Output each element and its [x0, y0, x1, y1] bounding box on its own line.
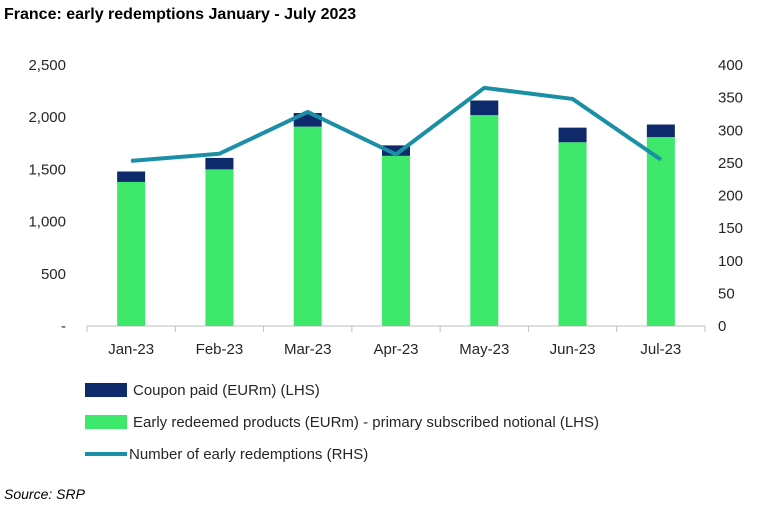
legend-item-coupon: Coupon paid (EURm) (LHS) [85, 374, 599, 406]
source-note: Source: SRP [4, 486, 85, 502]
line-point [395, 153, 397, 155]
left-axis-tick-label: 2,500 [28, 57, 66, 74]
bar-coupon-paid [205, 157, 234, 170]
legend-label-early: Early redeemed products (EURm) - primary… [133, 413, 599, 431]
chart-area: - 500 1,000 1,500 2,000 2,500 0 50 100 150 200 250 3… [28, 57, 743, 358]
left-axis-tick-label: 500 [41, 266, 66, 283]
left-axis-tick-label: 1,500 [28, 161, 66, 178]
legend-label-coupon: Coupon paid (EURm) (LHS) [133, 381, 320, 399]
bar-early-redeemed [117, 181, 146, 326]
bar-early-redeemed [293, 126, 322, 326]
legend-item-count: Number of early redemptions (RHS) [85, 438, 599, 470]
legend-swatch-coupon [85, 383, 127, 397]
right-axis-tick-label: 200 [718, 188, 743, 205]
legend-label-count: Number of early redemptions (RHS) [129, 445, 369, 463]
right-axis-tick-label: 150 [718, 220, 743, 237]
bar-coupon-paid [470, 100, 499, 116]
chart-title: France: early redemptions January - July… [4, 6, 357, 23]
legend-swatch-count [85, 452, 127, 456]
bar-early-redeemed [558, 142, 587, 326]
bar-early-redeemed [205, 169, 234, 326]
left-axis-tick-label: - [61, 318, 66, 335]
right-axis-tick-label: 0 [718, 318, 726, 335]
line-point [218, 153, 220, 155]
bar-early-redeemed [470, 115, 499, 326]
right-axis-tick-label: 100 [718, 253, 743, 270]
bar-coupon-paid [558, 127, 587, 143]
x-axis-tick-label: Jul-23 [640, 341, 681, 358]
left-axis-tick-label: 2,000 [28, 109, 66, 126]
legend-swatch-early [85, 415, 127, 429]
right-axis-tick-label: 350 [718, 90, 743, 107]
legend-item-early: Early redeemed products (EURm) - primary… [85, 406, 599, 438]
bar-early-redeemed [382, 155, 410, 326]
x-axis-tick-label: Jun-23 [550, 341, 596, 358]
line-point [307, 111, 309, 113]
right-axis-tick-label: 300 [718, 122, 743, 139]
x-axis-tick-label: Feb-23 [196, 341, 244, 358]
x-axis-tick-label: May-23 [459, 341, 509, 358]
bar-early-redeemed [646, 137, 675, 326]
line-point [660, 159, 662, 161]
right-axis-tick-label: 250 [718, 155, 743, 172]
bar-coupon-paid [117, 171, 146, 182]
left-axis-tick-label: 1,000 [28, 214, 66, 231]
line-point [130, 160, 132, 162]
right-axis-tick-label: 400 [718, 57, 743, 74]
bar-coupon-paid [646, 124, 675, 138]
right-axis-tick-label: 50 [718, 285, 735, 302]
legend: Coupon paid (EURm) (LHS) Early redeemed … [85, 374, 599, 470]
bar-coupon-paid [382, 145, 410, 156]
x-axis-tick-label: Mar-23 [284, 341, 332, 358]
line-point [572, 98, 574, 100]
line-point [483, 87, 485, 89]
x-axis-tick-label: Jan-23 [108, 341, 154, 358]
x-axis-tick-label: Apr-23 [373, 341, 418, 358]
